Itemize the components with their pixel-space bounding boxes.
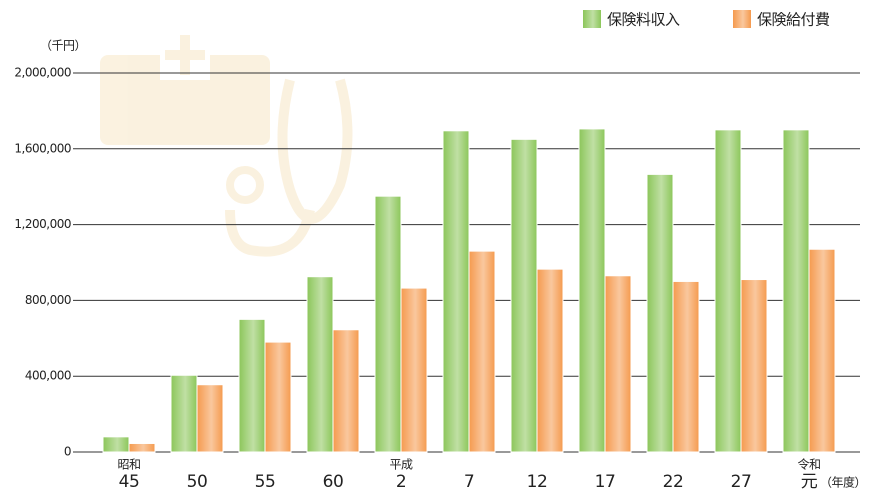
legend-label: 保険給付費	[757, 11, 830, 29]
y-tick-label: 2,000,000	[14, 66, 71, 80]
x-tick-label: 55	[255, 472, 276, 492]
bar-shine	[401, 288, 427, 452]
x-tick-label: 45	[119, 472, 140, 492]
y-tick-label: 0	[64, 445, 71, 459]
legend-swatch-shine	[733, 10, 751, 28]
bar-shine	[647, 174, 673, 452]
bar-shine	[265, 342, 291, 452]
x-tick-era: 令和	[797, 457, 820, 472]
bar-shine	[375, 196, 401, 452]
x-tick-label: 22	[663, 472, 684, 492]
bar-shine	[333, 329, 359, 452]
x-tick-label: 2	[396, 472, 406, 492]
x-tick-era: 昭和	[117, 458, 140, 472]
bar-shine	[605, 275, 631, 452]
y-tick-label: 400,000	[25, 369, 71, 383]
x-tick-label: 12	[527, 472, 548, 492]
bar-shine	[469, 251, 495, 452]
background-icon	[100, 30, 353, 257]
x-tick-label: 元	[801, 472, 818, 492]
bar-shine	[307, 276, 333, 452]
bar-shine	[129, 443, 155, 452]
y-unit: （千円）	[40, 39, 86, 53]
bar-shine	[239, 319, 265, 452]
bar-shine	[197, 384, 223, 452]
bar-shine	[715, 129, 741, 452]
bar-shine	[443, 130, 469, 453]
x-tick-label: 60	[323, 472, 344, 492]
x-tick-label: 17	[595, 472, 616, 492]
x-tick-label: 50	[187, 472, 208, 492]
y-tick-label: 800,000	[25, 293, 71, 307]
bar-shine	[673, 281, 699, 452]
y-tick-label: 1,200,000	[14, 217, 71, 231]
bar-shine	[511, 139, 537, 452]
x-tick-label: 27	[731, 472, 752, 492]
y-tick-label: 1,600,000	[14, 141, 71, 155]
bar-shine	[579, 128, 605, 452]
x-unit: （年度）	[820, 475, 866, 490]
x-tick-label: 7	[464, 472, 474, 492]
bar-shine	[809, 249, 835, 452]
legend-swatch-shine	[583, 10, 601, 28]
x-tick-era: 平成	[389, 458, 413, 472]
bar-shine	[171, 375, 197, 452]
bar-shine	[783, 129, 809, 452]
legend-label: 保険料収入	[607, 11, 680, 29]
bar-shine	[741, 279, 767, 452]
bar-shine	[103, 436, 129, 452]
bar-shine	[537, 269, 563, 452]
